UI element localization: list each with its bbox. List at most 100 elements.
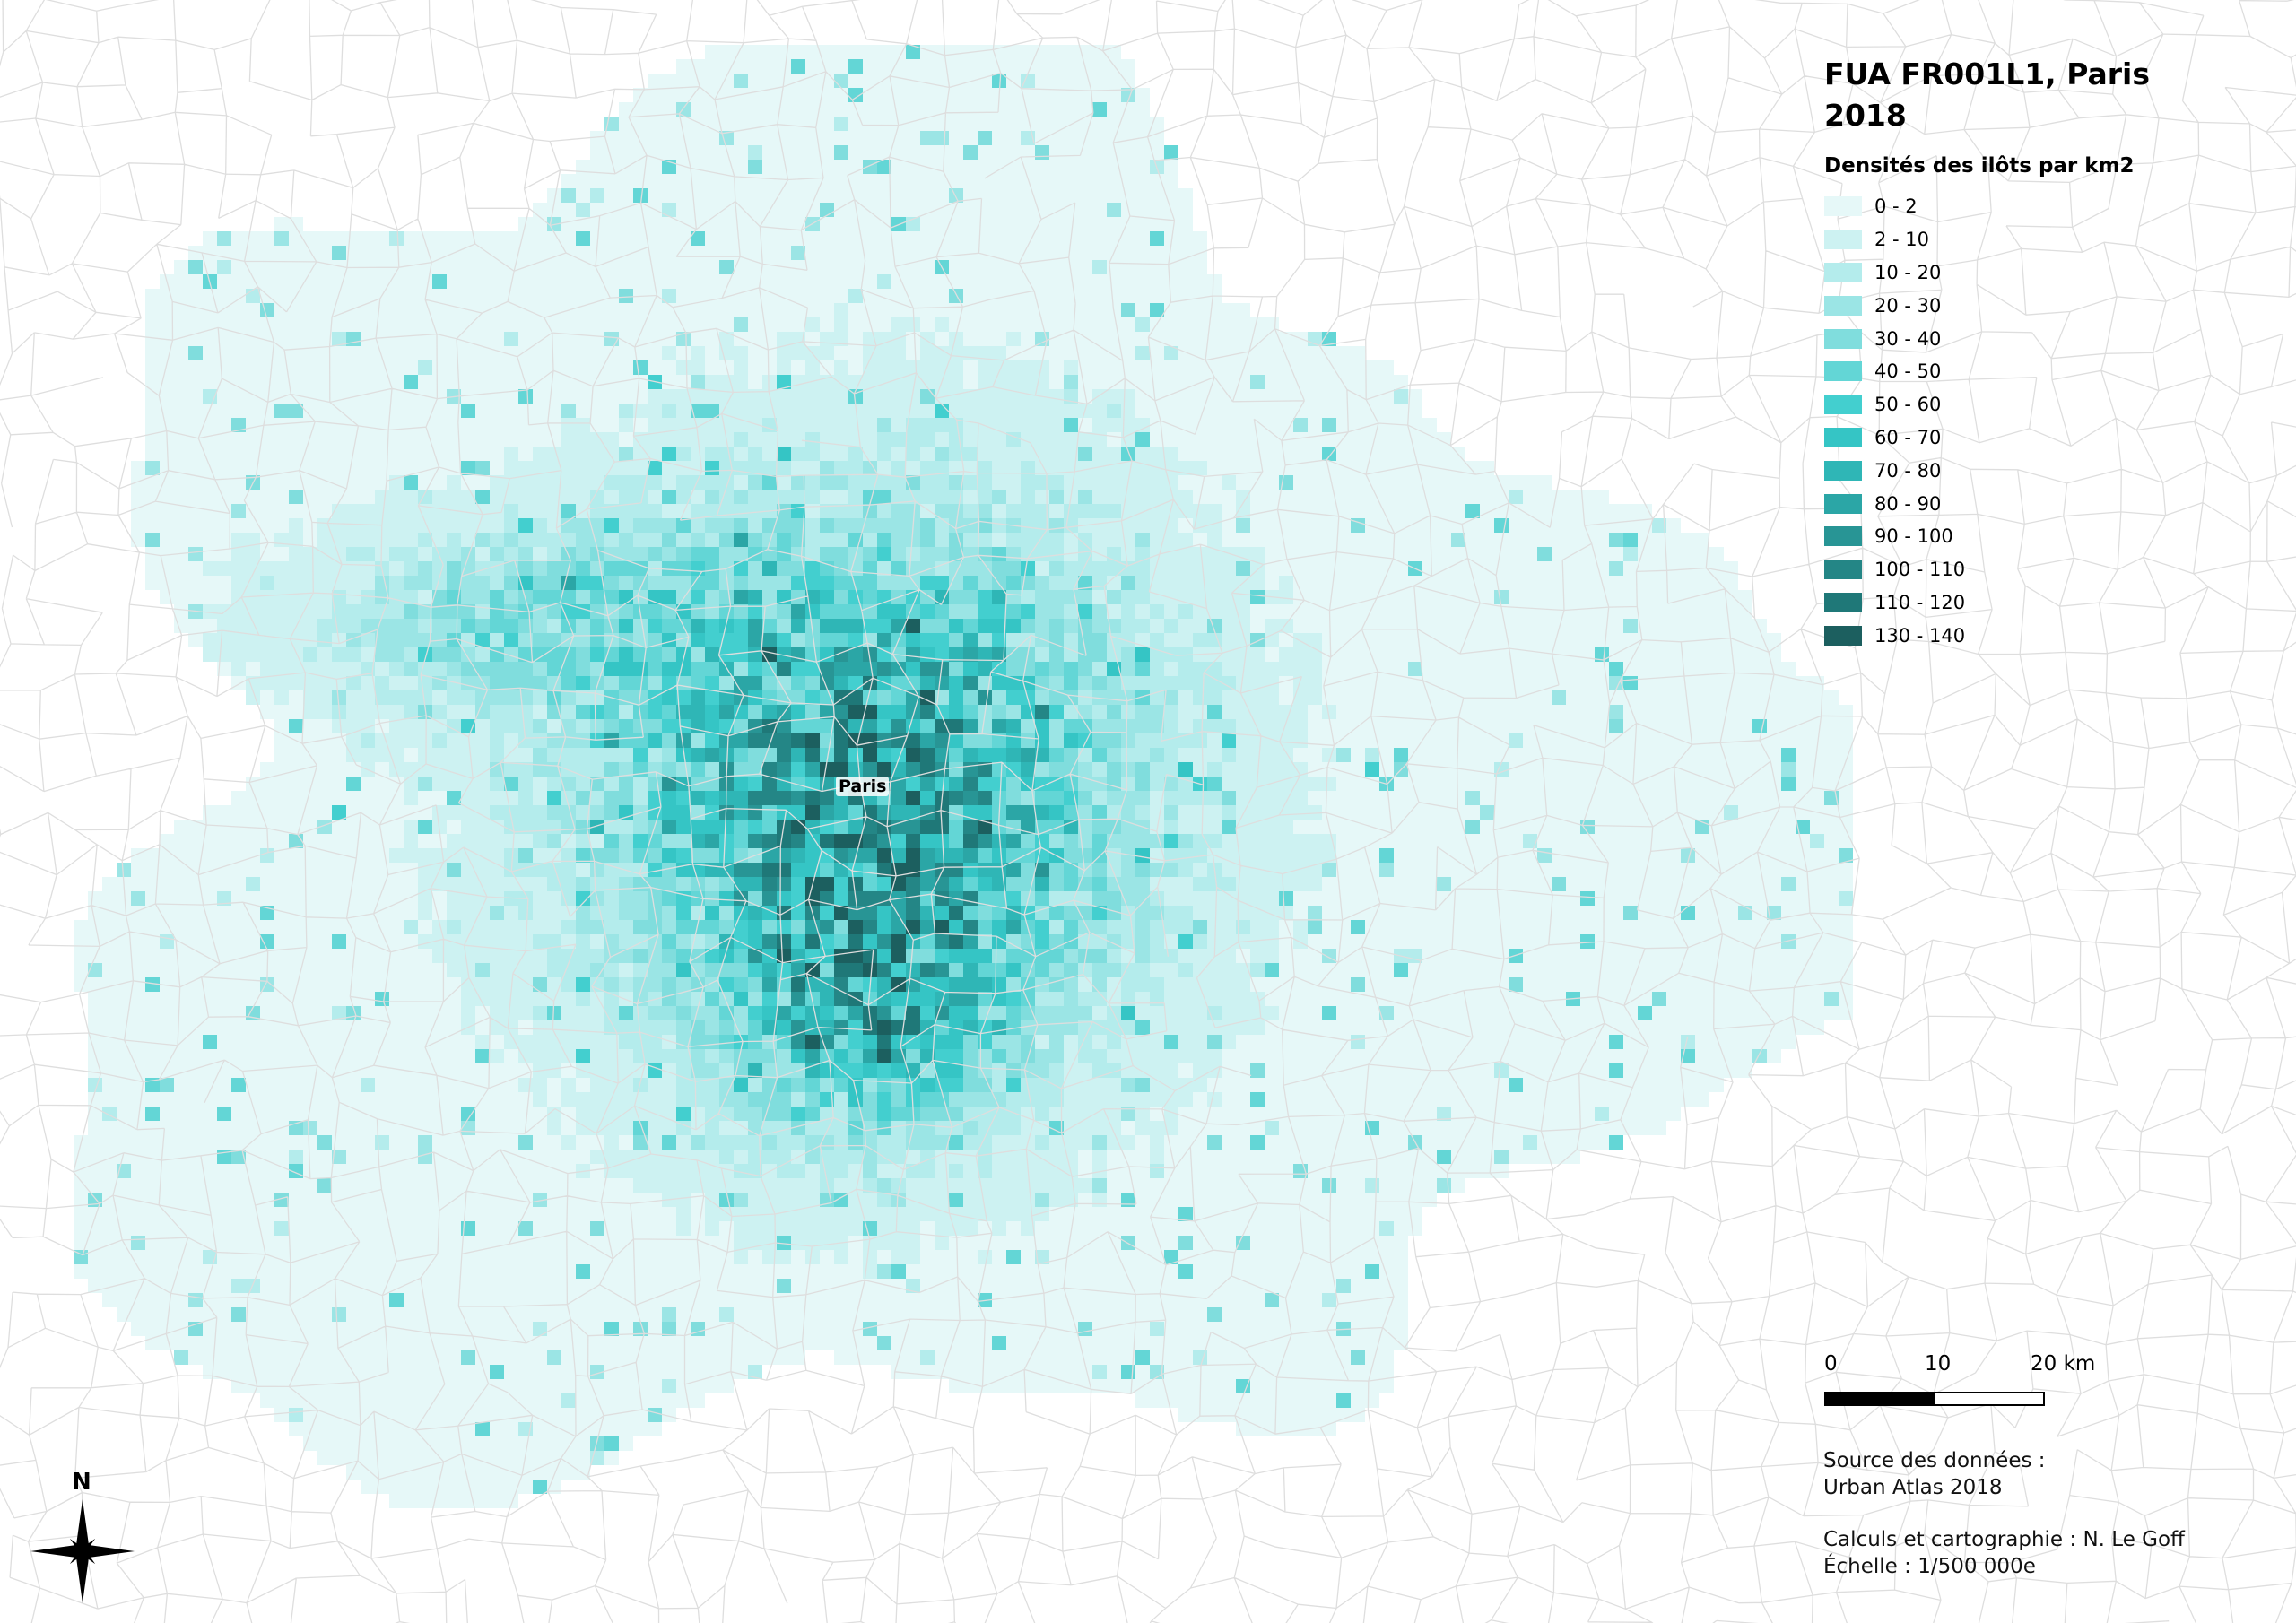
density-cell bbox=[174, 834, 188, 848]
density-cell bbox=[432, 504, 447, 518]
density-cell bbox=[1336, 719, 1351, 733]
density-cell bbox=[490, 260, 504, 274]
density-cell bbox=[1308, 518, 1322, 533]
density-cell bbox=[1394, 748, 1408, 762]
density-cell bbox=[1107, 547, 1121, 561]
density-cell bbox=[1178, 848, 1193, 863]
density-cell bbox=[1351, 748, 1365, 762]
density-cell bbox=[805, 145, 820, 160]
density-cell bbox=[1480, 762, 1494, 777]
density-cell bbox=[504, 246, 518, 260]
density-cell bbox=[361, 777, 375, 791]
density-cell bbox=[648, 461, 662, 475]
density-cell bbox=[1523, 662, 1537, 676]
density-cell bbox=[1064, 289, 1078, 303]
density-cell bbox=[676, 231, 691, 246]
density-cell bbox=[1552, 777, 1566, 791]
density-cell bbox=[891, 547, 906, 561]
density-cell bbox=[1006, 418, 1021, 432]
density-cell bbox=[461, 705, 475, 719]
density-cell bbox=[935, 88, 949, 102]
density-cell bbox=[1767, 733, 1781, 748]
density-cell bbox=[1824, 705, 1839, 719]
density-cell bbox=[1250, 389, 1265, 404]
density-cell bbox=[475, 619, 490, 633]
density-cell bbox=[1365, 762, 1379, 777]
density-cell bbox=[1222, 705, 1236, 719]
density-cell bbox=[475, 590, 490, 604]
density-cell bbox=[1652, 561, 1666, 576]
density-cell bbox=[978, 360, 992, 375]
density-cell bbox=[576, 490, 590, 504]
density-cell bbox=[877, 332, 891, 346]
density-cell bbox=[1336, 404, 1351, 418]
density-cell bbox=[619, 260, 633, 274]
density-cell bbox=[1666, 834, 1681, 848]
density-cell bbox=[734, 188, 748, 203]
density-cell bbox=[820, 117, 834, 131]
density-cell bbox=[691, 791, 705, 805]
density-cell bbox=[1092, 174, 1107, 188]
density-cell bbox=[1293, 432, 1308, 447]
density-cell bbox=[547, 475, 561, 490]
density-cell bbox=[461, 762, 475, 777]
density-cell bbox=[705, 303, 719, 317]
density-cell bbox=[533, 719, 547, 733]
density-cell bbox=[1379, 647, 1394, 662]
density-cell bbox=[791, 246, 805, 260]
density-cell bbox=[820, 317, 834, 332]
density-cell bbox=[805, 102, 820, 117]
density-cell bbox=[762, 102, 777, 117]
density-cell bbox=[303, 389, 317, 404]
density-cell bbox=[375, 231, 389, 246]
density-cell bbox=[1566, 748, 1580, 762]
density-cell bbox=[877, 447, 891, 461]
density-cell bbox=[260, 863, 274, 877]
density-cell bbox=[1092, 59, 1107, 74]
density-cell bbox=[762, 447, 777, 461]
density-cell bbox=[1609, 834, 1623, 848]
density-cell bbox=[1121, 805, 1135, 820]
density-cell bbox=[160, 418, 174, 432]
density-cell bbox=[920, 604, 935, 619]
density-cell bbox=[863, 246, 877, 260]
density-cell bbox=[1006, 332, 1021, 346]
density-cell bbox=[748, 188, 762, 203]
density-cell bbox=[1078, 590, 1092, 604]
density-cell bbox=[475, 404, 490, 418]
density-cell bbox=[935, 533, 949, 547]
density-cell bbox=[791, 863, 805, 877]
density-cell bbox=[404, 246, 418, 260]
density-cell bbox=[1552, 533, 1566, 547]
density-cell bbox=[1351, 791, 1365, 805]
density-cell bbox=[533, 518, 547, 533]
density-cell bbox=[561, 748, 576, 762]
density-cell bbox=[978, 174, 992, 188]
density-cell bbox=[848, 834, 863, 848]
density-cell bbox=[590, 834, 604, 848]
density-cell bbox=[1006, 59, 1021, 74]
density-cell bbox=[490, 619, 504, 633]
density-cell bbox=[963, 317, 978, 332]
density-cell bbox=[1150, 231, 1164, 246]
density-cell bbox=[705, 217, 719, 231]
density-cell bbox=[1092, 561, 1107, 576]
density-cell bbox=[404, 719, 418, 733]
density-cell bbox=[1164, 533, 1178, 547]
density-cell bbox=[619, 561, 633, 576]
density-cell bbox=[777, 518, 791, 533]
density-cell bbox=[188, 389, 203, 404]
density-cell bbox=[1839, 705, 1853, 719]
density-cell bbox=[906, 748, 920, 762]
density-cell bbox=[475, 748, 490, 762]
density-cell bbox=[1135, 332, 1150, 346]
density-cell bbox=[1107, 604, 1121, 619]
density-cell bbox=[734, 561, 748, 576]
density-cell bbox=[949, 719, 963, 733]
density-cell bbox=[1322, 346, 1336, 360]
density-cell bbox=[274, 289, 289, 303]
density-cell bbox=[547, 547, 561, 561]
density-cell bbox=[619, 246, 633, 260]
density-cell bbox=[1724, 604, 1738, 619]
density-cell bbox=[891, 490, 906, 504]
